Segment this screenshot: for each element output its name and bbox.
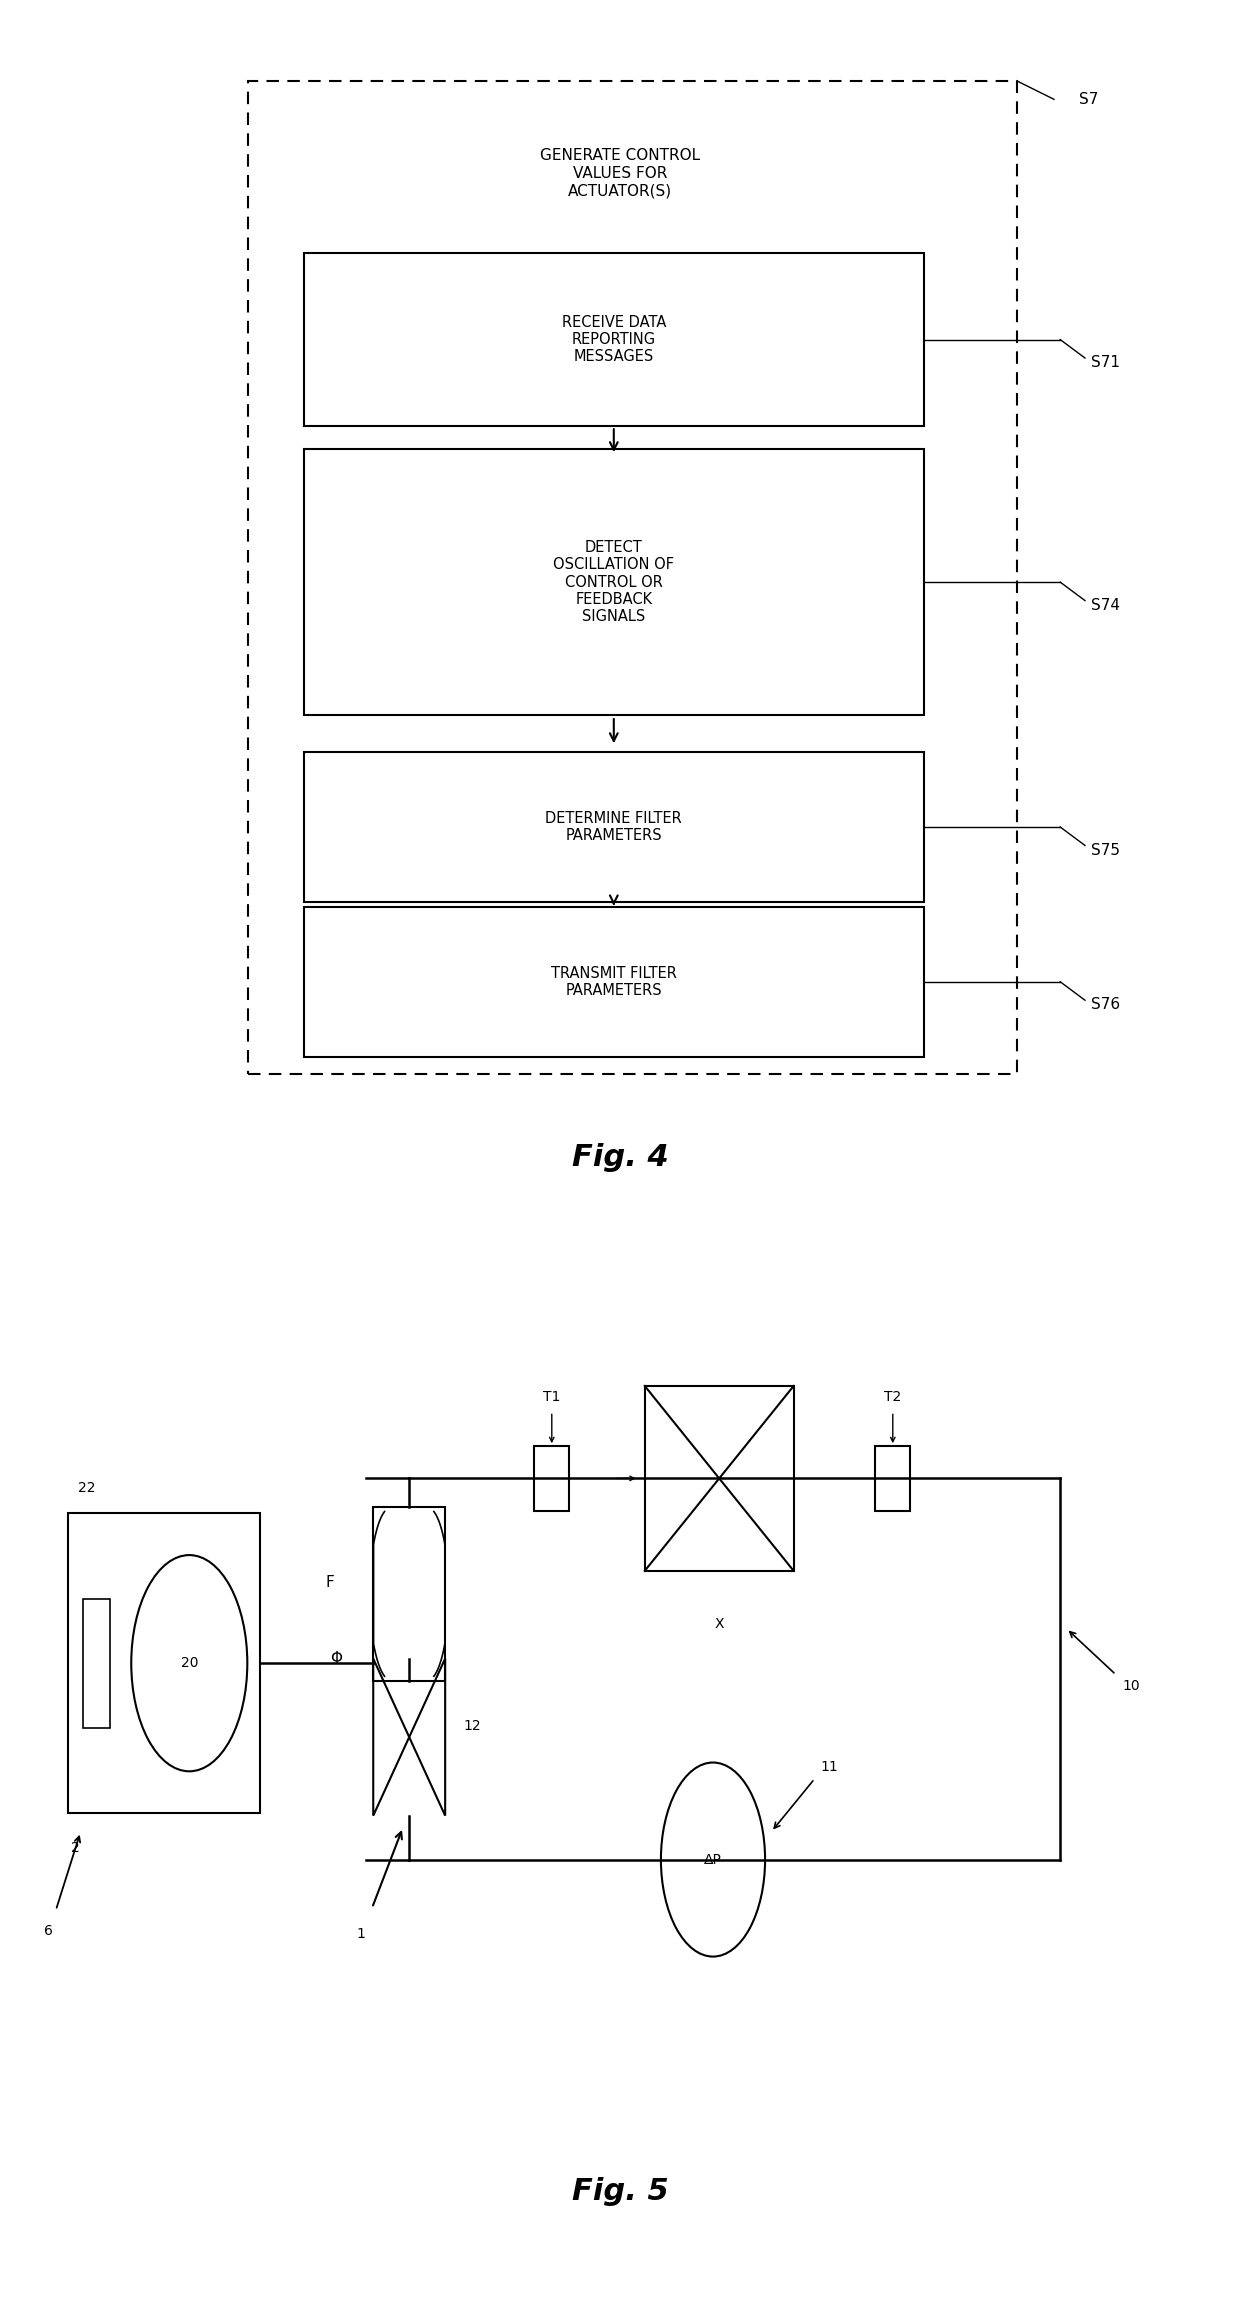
Text: 12: 12 [464,1719,481,1732]
Text: S7: S7 [1079,92,1099,106]
Text: DETECT
OSCILLATION OF
CONTROL OR
FEEDBACK
SIGNALS: DETECT OSCILLATION OF CONTROL OR FEEDBAC… [553,541,675,624]
Bar [875,1446,910,1511]
Text: 11: 11 [821,1760,838,1774]
Text: 6: 6 [45,1924,53,1938]
Text: 20: 20 [181,1656,198,1670]
Text: 2: 2 [71,1841,79,1855]
Text: F: F [325,1575,335,1589]
Bar [304,751,924,901]
Text: T1: T1 [543,1391,560,1404]
Bar [373,1506,445,1682]
Bar [248,81,1017,1074]
Text: 1: 1 [357,1927,366,1940]
Bar [68,1513,260,1813]
Text: GENERATE CONTROL
VALUES FOR
ACTUATOR(S): GENERATE CONTROL VALUES FOR ACTUATOR(S) [539,148,701,199]
Text: RECEIVE DATA
REPORTING
MESSAGES: RECEIVE DATA REPORTING MESSAGES [562,314,666,365]
Text: ΔP: ΔP [704,1853,722,1866]
Bar [304,908,924,1058]
Bar [304,448,924,716]
Text: Fig. 5: Fig. 5 [572,2176,668,2206]
Bar [645,1386,794,1571]
Text: Φ: Φ [330,1652,342,1666]
Text: 10: 10 [1122,1679,1140,1693]
Text: S74: S74 [1091,598,1120,612]
Text: S71: S71 [1091,356,1120,370]
Text: 22: 22 [78,1481,95,1495]
Text: T2: T2 [884,1391,901,1404]
Text: TRANSMIT FILTER
PARAMETERS: TRANSMIT FILTER PARAMETERS [551,966,677,998]
Bar [304,254,924,425]
Bar [534,1446,569,1511]
Text: DETERMINE FILTER
PARAMETERS: DETERMINE FILTER PARAMETERS [546,811,682,843]
Text: S76: S76 [1091,998,1120,1012]
Text: X: X [714,1617,724,1631]
Text: S75: S75 [1091,843,1120,857]
Text: Fig. 4: Fig. 4 [572,1143,668,1173]
Bar [83,1599,110,1728]
